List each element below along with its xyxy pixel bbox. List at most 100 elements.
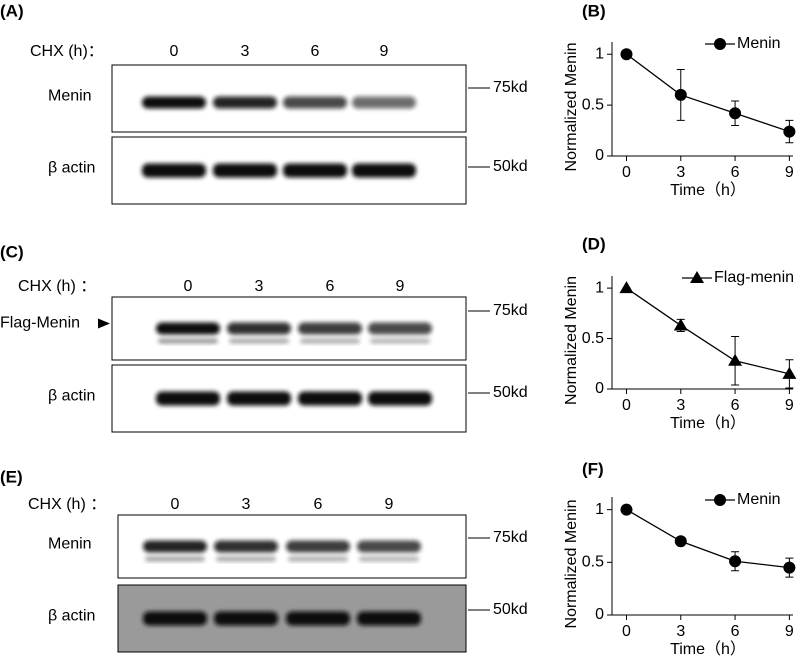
x-tick-label: 6 [731,397,740,414]
data-point [674,88,687,101]
data-point [620,503,633,516]
blot-band [352,163,416,178]
lane-label: 3 [241,43,250,60]
y-tick-label: 1 [595,501,604,518]
x-tick-label: 0 [622,397,631,414]
marker-label: 75kd [493,529,528,546]
blot-band [142,163,206,178]
data-point [729,555,742,568]
marker-label: 50kd [493,158,528,175]
legend-label: Menin [737,491,781,508]
panel-label: (F) [582,459,604,478]
legend-marker [714,38,726,50]
blot-header: CHX (h) ： [18,278,96,295]
data-point [620,48,633,61]
panel-label: (D) [582,234,606,253]
row-label: β actin [48,388,95,405]
lane-label: 0 [171,496,180,513]
panel-label: (C) [0,242,24,261]
lane-label: 0 [170,43,179,60]
y-axis-label: Normalized Menin [563,500,580,629]
data-line [626,509,790,569]
blot-band [298,391,362,406]
x-tick-label: 6 [731,164,740,181]
x-axis-label: Time（h） [670,640,746,658]
legend-marker [690,271,704,283]
data-point [674,535,687,548]
y-tick-label: 0 [595,380,604,397]
y-tick-label: 0.5 [582,330,604,347]
x-tick-label: 6 [731,623,740,640]
x-tick-label: 3 [676,164,685,181]
data-point [619,281,634,294]
blot-band [143,540,207,553]
blot-band [214,611,278,626]
row-label: β actin [48,608,95,625]
legend-label: Flag-menin [714,269,794,286]
x-tick-label: 0 [622,164,631,181]
data-point [673,318,688,331]
panel-label: (A) [0,1,24,20]
data-point [783,561,796,574]
y-tick-label: 0.5 [582,554,604,571]
x-tick-label: 0 [622,623,631,640]
y-axis-label: Normalized Menin [563,276,580,405]
y-tick-label: 0 [595,147,604,164]
blot-band [143,611,207,626]
lane-label: 6 [314,496,323,513]
blot-band [368,322,432,335]
y-tick-label: 0.5 [582,96,604,113]
blot-band [352,96,416,109]
blot-band [227,391,291,406]
blot-band [229,338,289,344]
lane-label: 9 [385,496,394,513]
lane-label: 9 [396,278,405,295]
lane-label: 0 [184,278,193,295]
x-tick-label: 3 [676,397,685,414]
blot-band [145,556,205,562]
blot-band [156,391,220,406]
marker-label: 75kd [493,79,528,96]
data-point [728,353,743,366]
row-label: β actin [48,160,95,177]
row-label: Menin [48,88,92,105]
x-tick-label: 9 [785,397,794,414]
x-tick-label: 9 [785,623,794,640]
marker-label: 75kd [493,302,528,319]
y-axis-label: Normalized Menin [563,43,580,172]
blot-band [227,322,291,335]
marker-label: 50kd [493,384,528,401]
data-point [782,366,797,379]
blot-band [368,391,432,406]
lane-label: 9 [380,43,389,60]
blot-band [283,96,347,109]
x-tick-label: 9 [785,164,794,181]
blot-band [213,163,277,178]
blot-band [357,611,421,626]
lane-label: 3 [255,278,264,295]
y-tick-label: 1 [595,45,604,62]
arrowhead [98,318,110,329]
data-line [626,53,790,133]
blot-band [357,540,421,553]
y-tick-label: 1 [595,279,604,296]
blot-band [214,540,278,553]
legend-label: Menin [737,35,781,52]
blot-band [359,556,419,562]
blot-band [213,96,277,109]
row-label: Flag-Menin [0,315,80,332]
y-tick-label: 0 [595,606,604,623]
blot-band [300,338,360,344]
x-axis-label: Time（h） [670,181,746,199]
blot-band [298,322,362,335]
x-tick-label: 3 [676,623,685,640]
blot-band [370,338,430,344]
blot-header: CHX (h)： [30,43,104,60]
panel-label: (B) [582,1,606,20]
panel-label: (E) [0,467,23,486]
blot-band [158,338,218,344]
x-axis-label: Time（h） [670,414,746,432]
data-point [729,107,742,120]
